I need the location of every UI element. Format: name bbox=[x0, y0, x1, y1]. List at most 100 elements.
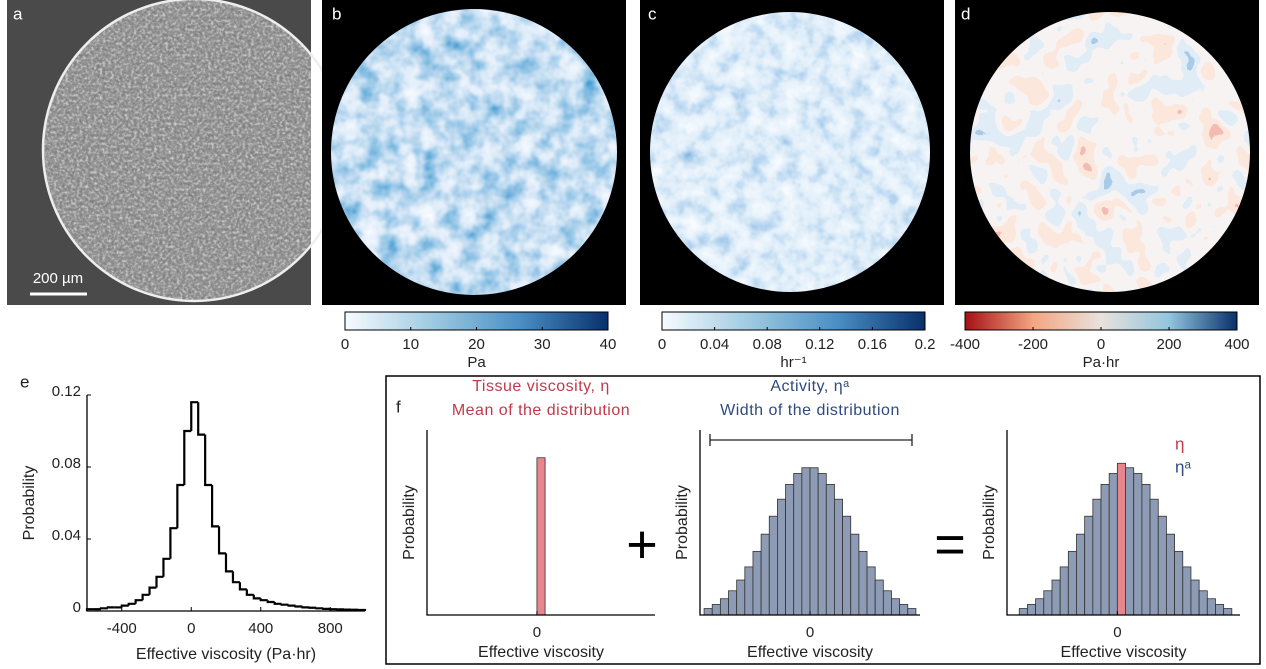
panel-label: b bbox=[332, 4, 341, 23]
tick-label: 0.2 bbox=[915, 336, 936, 353]
stress-map bbox=[331, 9, 617, 295]
histogram-bar bbox=[1190, 579, 1200, 616]
histogram-bar bbox=[1059, 566, 1069, 616]
panel-label: d bbox=[961, 4, 970, 23]
histogram-step bbox=[127, 602, 136, 606]
subplot-title: Tissue viscosity, η bbox=[472, 378, 610, 395]
histogram-bar bbox=[809, 467, 819, 616]
histogram-bar bbox=[825, 483, 835, 616]
histogram-bar bbox=[858, 550, 868, 616]
colorbar-label: Pa bbox=[467, 354, 486, 371]
histogram-step bbox=[301, 606, 310, 609]
histogram-step bbox=[155, 575, 164, 588]
histogram-step bbox=[148, 586, 157, 595]
y-tick-label: 0.12 bbox=[52, 383, 81, 400]
x-tick-label: 0 bbox=[806, 624, 814, 641]
subplot-subtitle: Width of the distribution bbox=[720, 402, 900, 419]
histogram-step bbox=[315, 607, 324, 610]
colorbar-label: Pa·hr bbox=[1083, 354, 1120, 371]
tick-label: -400 bbox=[950, 336, 980, 353]
histogram-step bbox=[183, 429, 192, 485]
x-tick-label: 800 bbox=[318, 620, 343, 637]
histogram-step bbox=[190, 401, 199, 431]
histogram-step bbox=[211, 485, 220, 528]
colorbar-label: hr⁻¹ bbox=[780, 354, 806, 371]
histogram-bar bbox=[899, 604, 909, 616]
x-tick-label: -400 bbox=[107, 620, 137, 637]
histogram-bar bbox=[1157, 515, 1167, 616]
histogram-bar bbox=[1174, 550, 1184, 616]
legend-entry: ηᵃ bbox=[1175, 457, 1191, 476]
equals-sign: = bbox=[934, 514, 966, 574]
histogram-step bbox=[120, 604, 129, 608]
axes bbox=[699, 430, 920, 616]
y-tick-label: 0 bbox=[73, 599, 81, 616]
viscosity-map bbox=[970, 12, 1250, 292]
panel-label: c bbox=[648, 4, 657, 23]
axes bbox=[426, 430, 655, 616]
histogram-bar bbox=[1043, 590, 1053, 616]
x-tick-label: 400 bbox=[248, 620, 273, 637]
x-axis-label: Effective viscosity bbox=[747, 644, 873, 661]
histogram-bar bbox=[1076, 533, 1086, 616]
histogram-step bbox=[294, 605, 303, 608]
histogram-bar bbox=[785, 483, 795, 616]
histogram-bar bbox=[1215, 604, 1225, 616]
histogram-bar bbox=[1051, 579, 1061, 616]
x-axis-label: Effective viscosity bbox=[1061, 644, 1187, 661]
colorbar bbox=[661, 311, 926, 331]
histogram-bar bbox=[736, 579, 746, 616]
histogram-step bbox=[287, 604, 296, 607]
y-axis-label: Probability bbox=[981, 485, 998, 560]
tick-label: -200 bbox=[1018, 336, 1048, 353]
histogram-bar bbox=[907, 608, 917, 616]
histogram-bar bbox=[817, 473, 827, 616]
histogram-bar bbox=[711, 604, 721, 616]
axes bbox=[1006, 430, 1240, 616]
histogram-bar bbox=[1084, 515, 1094, 616]
tick-label: 30 bbox=[534, 336, 551, 353]
panel-label: f bbox=[396, 397, 401, 416]
x-tick-label: 0 bbox=[187, 620, 195, 637]
y-tick-label: 0.04 bbox=[52, 527, 81, 544]
histogram-step bbox=[197, 402, 206, 436]
monolayer bbox=[43, 0, 311, 301]
strain-rate-map bbox=[650, 12, 930, 292]
histogram-bar bbox=[1035, 598, 1045, 616]
histogram-bar bbox=[1182, 566, 1192, 616]
histogram-bar bbox=[834, 498, 843, 616]
width-bracket bbox=[709, 434, 913, 446]
y-axis-label: Probability bbox=[401, 485, 418, 560]
histogram-bar bbox=[1166, 533, 1175, 616]
tick-label: 10 bbox=[402, 336, 419, 353]
histogram-bar bbox=[842, 515, 852, 616]
y-axis-label: Probability bbox=[674, 485, 691, 560]
histogram-step bbox=[266, 600, 275, 604]
histogram-step bbox=[169, 527, 178, 559]
axes bbox=[86, 395, 365, 612]
histogram-bar bbox=[760, 533, 770, 616]
histogram-step bbox=[224, 553, 233, 573]
histogram-bar bbox=[1100, 483, 1110, 616]
tick-label: 20 bbox=[468, 336, 485, 353]
tick-label: 0.08 bbox=[753, 336, 782, 353]
histogram-step bbox=[322, 607, 331, 610]
histogram-bar bbox=[1018, 608, 1028, 616]
histogram-bar bbox=[1223, 608, 1233, 616]
tick-label: 0.12 bbox=[805, 336, 834, 353]
histogram-step bbox=[245, 589, 254, 596]
histogram-bar bbox=[719, 598, 729, 616]
tick-label: 0 bbox=[658, 336, 666, 353]
tick-label: 0.16 bbox=[858, 336, 887, 353]
x-axis-label: Effective viscosity (Pa·hr) bbox=[136, 646, 316, 663]
histogram-step bbox=[162, 557, 171, 577]
histogram-step bbox=[204, 434, 213, 487]
histogram-step bbox=[259, 598, 268, 602]
histogram-bar bbox=[882, 590, 892, 616]
histogram-step bbox=[99, 607, 108, 610]
histogram-bar bbox=[1133, 473, 1143, 616]
histogram-bar bbox=[1141, 483, 1151, 616]
histogram-step bbox=[176, 483, 185, 529]
panel-frame bbox=[385, 375, 1261, 665]
